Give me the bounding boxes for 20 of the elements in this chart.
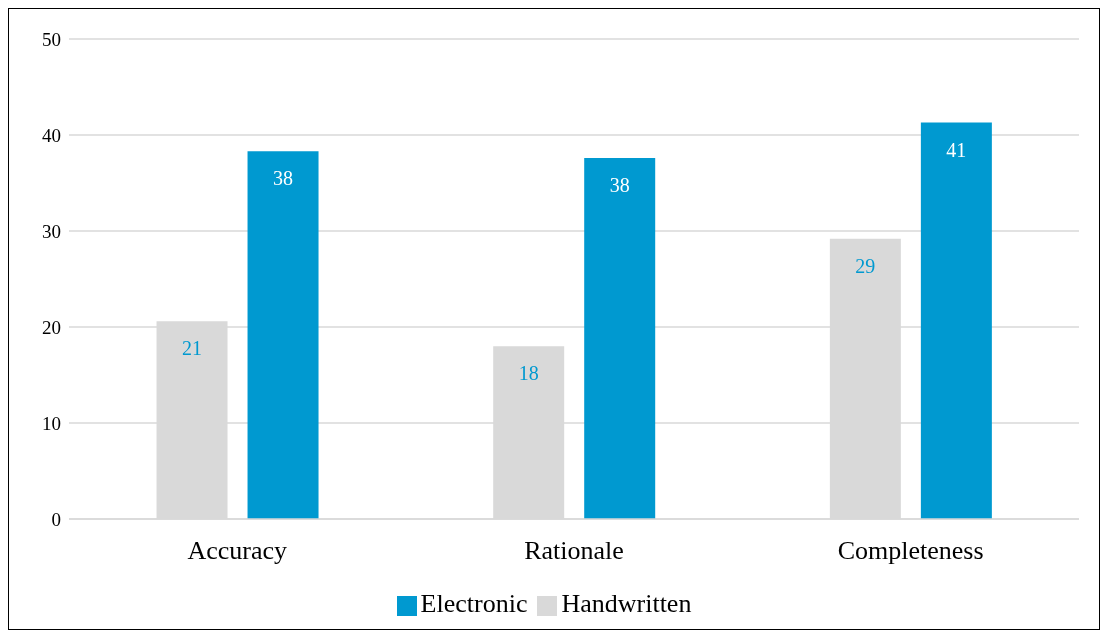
y-tick-label: 0 xyxy=(51,508,61,530)
legend-label: Handwritten xyxy=(561,589,692,618)
y-tick-label: 50 xyxy=(42,28,61,50)
x-tick-label: Accuracy xyxy=(187,536,288,566)
data-label: 29 xyxy=(855,254,876,277)
legend-label: Electronic xyxy=(420,589,528,618)
bar xyxy=(920,122,992,519)
bar xyxy=(247,151,319,519)
x-tick-label: Completeness xyxy=(837,536,984,566)
y-tick-label: 10 xyxy=(42,412,61,434)
x-tick-label: Rationale xyxy=(524,536,624,566)
data-label: 38 xyxy=(273,167,294,190)
data-label: 41 xyxy=(946,138,967,161)
data-label: 21 xyxy=(182,337,203,360)
data-label: 38 xyxy=(609,174,630,197)
bar xyxy=(584,158,656,519)
data-label: 18 xyxy=(518,362,539,385)
y-tick-label: 20 xyxy=(42,316,61,338)
y-tick-label: 30 xyxy=(42,220,61,242)
y-tick-label: 40 xyxy=(42,124,61,146)
